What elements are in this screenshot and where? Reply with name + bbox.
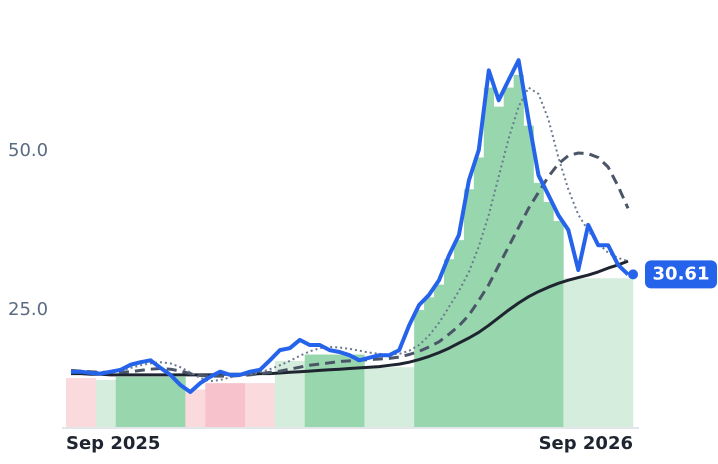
background-bar: [404, 367, 415, 427]
background-bar: [314, 354, 325, 427]
value-badge-label: 30.61: [653, 263, 710, 284]
background-bar: [364, 367, 375, 427]
background-bar: [135, 376, 146, 427]
background-bar: [483, 87, 495, 427]
background-bar: [394, 367, 405, 427]
background-bar: [374, 367, 385, 427]
background-bar: [255, 383, 266, 427]
background-bar: [503, 87, 514, 427]
background-bar: [115, 376, 126, 427]
background-bar: [185, 389, 196, 427]
background-bar: [125, 376, 136, 427]
background-bar: [264, 383, 276, 427]
background-bar: [513, 74, 524, 427]
background-bar: [95, 379, 107, 427]
background-bar: [354, 354, 365, 427]
background-bar: [175, 376, 186, 427]
background-bar: [453, 240, 465, 427]
background-bar: [225, 383, 236, 427]
background-bar: [75, 378, 87, 427]
background-bar: [294, 360, 306, 427]
y-tick-label: 25.0: [8, 299, 48, 320]
background-bar: [444, 259, 455, 427]
background-bar: [473, 157, 485, 427]
x-tick-label: Sep 2026: [539, 433, 633, 454]
series-line: [70, 151, 630, 378]
background-bar: [603, 278, 614, 427]
background-bar: [85, 378, 97, 427]
background-bar: [165, 376, 176, 427]
background-bar: [414, 310, 425, 427]
background-bar: [324, 354, 335, 427]
background-bar: [523, 125, 534, 428]
background-bar: [245, 383, 256, 427]
y-tick-label: 50.0: [8, 140, 48, 161]
series-line: [71, 58, 630, 394]
background-bar: [66, 378, 77, 427]
background-bar: [613, 278, 624, 427]
background-bar: [573, 278, 584, 427]
value-badge: [645, 260, 717, 289]
background-bar: [195, 389, 206, 427]
background-bar: [553, 221, 564, 427]
background-bar: [543, 201, 554, 427]
background-bar: [235, 383, 246, 427]
background-bar: [334, 354, 345, 427]
background-bar: [583, 278, 594, 427]
background-bar: [384, 367, 395, 427]
background-bar: [274, 360, 286, 427]
last-point: [628, 269, 639, 280]
background-bar: [463, 189, 475, 427]
background-bar: [105, 379, 117, 427]
background-bar: [434, 284, 445, 427]
background-bar: [344, 354, 355, 427]
background-bar: [593, 278, 604, 427]
x-tick-label: Sep 2025: [66, 433, 160, 454]
background-bar: [284, 360, 296, 427]
background-bar: [533, 182, 544, 427]
background-bar: [424, 297, 435, 427]
background-bar: [623, 278, 634, 427]
background-bar: [205, 383, 216, 427]
background-bar: [304, 354, 315, 427]
background-bar: [215, 383, 226, 427]
background-bar: [145, 376, 156, 427]
series-line: [71, 259, 629, 377]
background-bar: [563, 278, 574, 427]
background-bar: [155, 376, 166, 427]
